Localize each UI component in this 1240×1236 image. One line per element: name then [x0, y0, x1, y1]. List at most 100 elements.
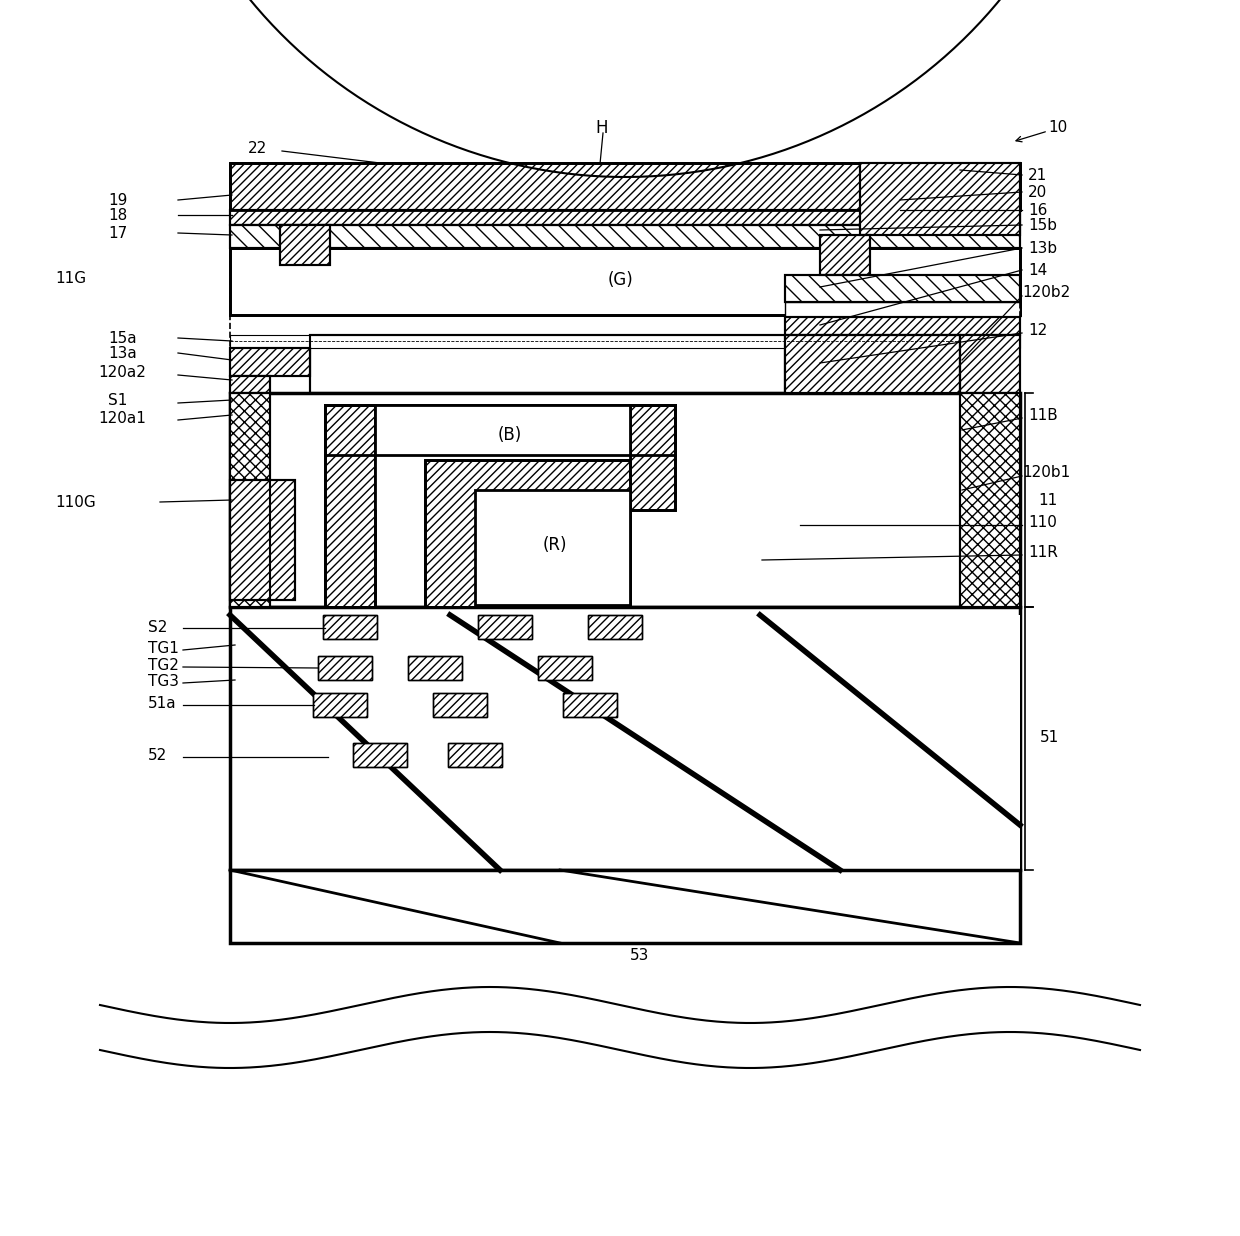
Bar	[448, 743, 502, 768]
Text: 110G: 110G	[55, 494, 95, 509]
Polygon shape	[839, 616, 1021, 870]
Bar	[229, 376, 270, 393]
Text: 15b: 15b	[1028, 218, 1056, 232]
Bar	[229, 393, 1021, 607]
Text: 51: 51	[1040, 730, 1059, 745]
Text: 20: 20	[1028, 184, 1048, 199]
Bar	[861, 163, 1021, 235]
Text: 16: 16	[1028, 203, 1048, 218]
Bar	[229, 349, 310, 376]
Text: 53: 53	[630, 948, 650, 963]
Bar	[425, 460, 630, 607]
Bar	[229, 393, 270, 607]
Bar	[477, 616, 532, 639]
Bar	[408, 656, 463, 680]
Bar	[325, 405, 675, 455]
Bar	[785, 335, 960, 393]
Bar	[229, 335, 1021, 349]
Text: S1: S1	[108, 393, 128, 408]
Bar	[322, 616, 377, 639]
Bar	[785, 335, 960, 393]
Bar	[280, 225, 330, 265]
Bar	[433, 693, 487, 717]
Bar	[785, 302, 1021, 316]
Bar	[229, 607, 1021, 870]
Text: 13a: 13a	[108, 346, 136, 361]
Text: 17: 17	[108, 225, 128, 241]
Text: TG1: TG1	[148, 640, 179, 655]
Bar	[229, 163, 1021, 210]
Text: 120a1: 120a1	[98, 410, 146, 425]
Text: 120a2: 120a2	[98, 365, 146, 379]
Bar	[280, 225, 330, 265]
Bar	[229, 870, 1021, 943]
Text: 11R: 11R	[1028, 545, 1058, 560]
Bar	[425, 460, 630, 607]
Text: 52: 52	[148, 748, 167, 763]
Bar	[630, 405, 675, 510]
Bar	[325, 405, 374, 607]
Bar	[322, 616, 377, 639]
Bar	[785, 316, 1021, 335]
Bar	[448, 743, 502, 768]
Bar	[310, 335, 785, 393]
Text: 21: 21	[1028, 168, 1048, 183]
Text: 13b: 13b	[1028, 241, 1058, 256]
Text: TG2: TG2	[148, 658, 179, 672]
Bar	[588, 616, 642, 639]
Bar	[229, 607, 1021, 870]
Bar	[563, 693, 618, 717]
Bar	[317, 656, 372, 680]
Bar	[229, 480, 295, 599]
Bar	[353, 743, 407, 768]
Bar	[477, 616, 532, 639]
Bar	[960, 335, 1021, 393]
Bar	[229, 210, 1021, 225]
Text: 15a: 15a	[108, 330, 136, 346]
Bar	[538, 656, 591, 680]
Text: 22: 22	[248, 141, 268, 156]
Text: 12: 12	[1028, 323, 1048, 337]
Bar	[229, 349, 310, 376]
Text: (B): (B)	[498, 426, 522, 444]
Bar	[408, 656, 463, 680]
Bar	[820, 235, 870, 274]
Bar	[433, 693, 487, 717]
Bar	[229, 480, 295, 599]
Text: 10: 10	[1048, 120, 1068, 135]
Bar	[229, 248, 1021, 315]
Bar	[538, 656, 591, 680]
Text: 11B: 11B	[1028, 408, 1058, 423]
Text: 120b2: 120b2	[1022, 284, 1070, 299]
Text: (R): (R)	[543, 536, 567, 554]
Bar	[588, 616, 642, 639]
Bar	[839, 616, 1021, 870]
Text: 110: 110	[1028, 514, 1056, 529]
Text: (G): (G)	[608, 271, 632, 289]
Bar	[374, 405, 630, 510]
Bar	[960, 393, 1021, 607]
Bar	[229, 248, 1021, 315]
Bar	[475, 489, 630, 604]
Bar	[820, 235, 870, 274]
Bar	[563, 693, 618, 717]
Bar	[960, 393, 1021, 607]
Text: 51a: 51a	[148, 696, 176, 711]
Text: 14: 14	[1028, 262, 1048, 278]
Text: 19: 19	[108, 193, 128, 208]
Text: 11: 11	[1038, 492, 1058, 508]
Bar	[325, 405, 374, 607]
Text: TG3: TG3	[148, 674, 179, 688]
Bar	[229, 163, 1021, 210]
Bar	[960, 335, 1021, 393]
Bar	[861, 163, 1021, 235]
Bar	[229, 376, 270, 393]
Text: 11G: 11G	[55, 271, 86, 286]
Bar	[325, 405, 675, 455]
Text: H: H	[595, 119, 608, 137]
Bar	[229, 210, 1021, 225]
Bar	[312, 693, 367, 717]
Bar	[229, 393, 1021, 607]
Bar	[785, 316, 1021, 335]
Bar	[229, 163, 1021, 393]
